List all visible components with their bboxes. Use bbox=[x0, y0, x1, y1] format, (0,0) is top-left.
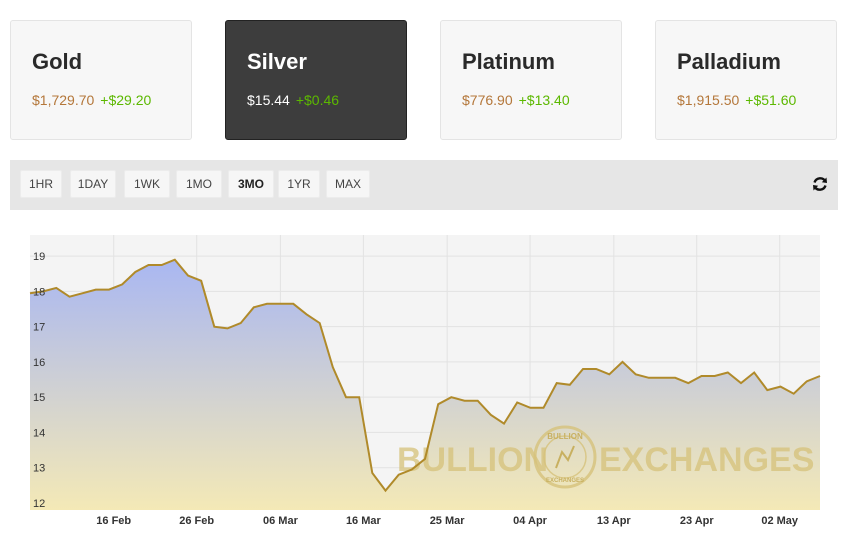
x-tick-label: 06 Mar bbox=[263, 515, 299, 527]
metal-name: Palladium bbox=[677, 49, 781, 74]
metal-price-line: $1,729.70 +$29.20 bbox=[32, 92, 151, 108]
watermark-seal bbox=[533, 425, 597, 489]
metal-price-line: $776.90 +$13.40 bbox=[462, 92, 570, 108]
watermark-left-text: BULLION bbox=[397, 441, 548, 479]
metal-name: Platinum bbox=[462, 49, 555, 74]
y-tick-label: 12 bbox=[33, 498, 45, 510]
metal-name: Gold bbox=[32, 49, 83, 74]
x-tick-label: 02 May bbox=[761, 515, 799, 527]
metal-card-palladium[interactable]: Palladium $1,915.50 +$51.60 bbox=[655, 20, 837, 140]
metal-card-silver[interactable]: Silver $15.44 +$0.46 bbox=[225, 20, 407, 140]
metal-price-line: $15.44 +$0.46 bbox=[247, 92, 339, 108]
metal-price: $776.90 bbox=[462, 92, 513, 108]
timeframe-button-max[interactable]: MAX bbox=[326, 170, 370, 198]
metal-price: $1,729.70 bbox=[32, 92, 95, 108]
x-tick-label: 16 Feb bbox=[96, 515, 131, 527]
metal-card-platinum[interactable]: Platinum $776.90 +$13.40 bbox=[440, 20, 622, 140]
metal-change: +$51.60 bbox=[745, 92, 797, 108]
metal-price: $15.44 bbox=[247, 92, 290, 108]
x-tick-label: 04 Apr bbox=[513, 515, 548, 527]
metal-price-line: $1,915.50 +$51.60 bbox=[677, 92, 796, 108]
watermark-seal-top: BULLION bbox=[547, 432, 583, 441]
y-tick-label: 15 bbox=[33, 392, 45, 404]
x-tick-label: 16 Mar bbox=[346, 515, 382, 527]
timeframe-button-3mo[interactable]: 3MO bbox=[228, 170, 274, 198]
metal-price: $1,915.50 bbox=[677, 92, 740, 108]
x-tick-label: 13 Apr bbox=[597, 515, 632, 527]
metal-change: +$0.46 bbox=[295, 92, 340, 108]
timeframe-button-1yr[interactable]: 1YR bbox=[278, 170, 320, 198]
price-area bbox=[30, 259, 820, 510]
y-tick-label: 19 bbox=[33, 251, 45, 263]
metal-name: Silver bbox=[247, 49, 307, 74]
y-tick-label: 17 bbox=[33, 322, 45, 334]
price-chart: BULLION BULLION EXCHANGES EXCHANGES 12 13… bbox=[0, 220, 855, 553]
metal-change: +$29.20 bbox=[100, 92, 152, 108]
price-line bbox=[29, 258, 821, 493]
watermark-right-text: EXCHANGES bbox=[599, 441, 814, 479]
refresh-icon[interactable] bbox=[810, 174, 830, 194]
price-chart-svg: BULLION BULLION EXCHANGES EXCHANGES 12 13… bbox=[29, 235, 821, 527]
timeframe-button-1hr[interactable]: 1HR bbox=[20, 170, 62, 198]
metal-card-gold[interactable]: Gold $1,729.70 +$29.20 bbox=[10, 20, 192, 140]
timeframe-button-1mo[interactable]: 1MO bbox=[176, 170, 222, 198]
timeframe-button-1day[interactable]: 1DAY bbox=[70, 170, 116, 198]
timeframe-button-1wk[interactable]: 1WK bbox=[124, 170, 170, 198]
y-tick-label: 13 bbox=[33, 463, 45, 475]
metal-change: +$13.40 bbox=[518, 92, 570, 108]
y-tick-label: 18 bbox=[33, 286, 45, 298]
watermark-seal-bottom: EXCHANGES bbox=[546, 478, 584, 484]
y-tick-label: 14 bbox=[33, 427, 45, 439]
x-tick-label: 26 Feb bbox=[179, 515, 214, 527]
x-tick-label: 23 Apr bbox=[680, 515, 715, 527]
y-tick-label: 16 bbox=[33, 357, 45, 369]
bullion-exchanges-watermark: BULLION BULLION EXCHANGES EXCHANGES bbox=[397, 425, 814, 489]
metal-cards: Gold $1,729.70 +$29.20 Silver $15.44 +$0.46 Pl… bbox=[10, 20, 840, 140]
timeframe-toolbar: 1HR 1DAY 1WK 1MO 3MO 1YR MAX bbox=[10, 160, 838, 210]
x-tick-label: 25 Mar bbox=[430, 515, 466, 527]
